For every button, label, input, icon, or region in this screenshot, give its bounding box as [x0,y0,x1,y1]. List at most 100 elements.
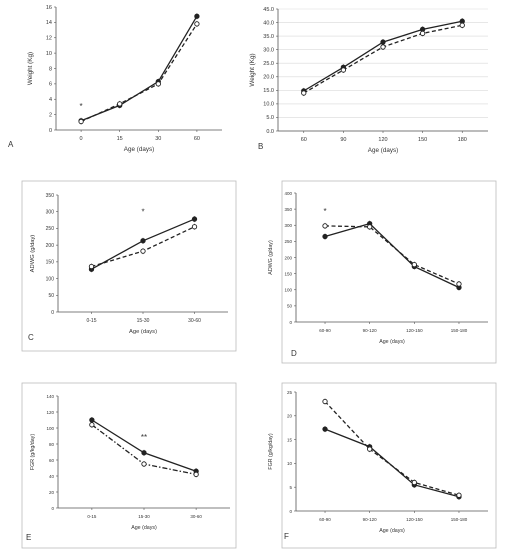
chart-panel-b: 0.0 5.0 10.0 15.0 20.0 25.0 30.0 35.0 40.0 45.0 60… [249,7,488,154]
data-point [155,81,161,87]
y-tick-label: 10 [287,461,293,466]
x-tick-label: 0-15 [86,318,96,324]
x-tick-label: 150-180 [451,328,468,333]
x-axis-label: Age (days) [131,525,157,531]
data-point [456,492,462,498]
data-point [459,22,465,28]
data-point [367,446,373,452]
x-tick-label: 180 [458,137,467,143]
x-tick-label: 120-150 [406,517,423,522]
data-point [194,13,200,19]
y-tick-label: 14 [46,20,52,26]
series-line-2 [303,24,463,94]
data-point [191,224,198,230]
y-tick-label: 150 [284,271,292,276]
data-point [322,223,328,229]
y-tick-label: 60 [49,458,55,463]
y-tick-label: 0 [289,509,292,514]
y-tick-label: 300 [284,223,292,228]
y-tick-label: 300 [46,210,55,216]
chart-panel-d: 0 50 100 150 200 250 300 350 400 60-90 90-120 120-1… [268,180,497,364]
data-point [340,67,347,73]
series-line-2 [325,225,460,285]
series-line-1 [324,222,460,289]
y-tick-label: 50 [287,304,293,309]
panel-frame [281,382,497,549]
y-tick-label: 10.0 [263,102,274,108]
data-point [419,30,426,37]
data-point [194,21,200,27]
x-tick-label: 120-150 [406,328,423,333]
y-tick-label: 40.0 [263,20,274,26]
significance-marker: ** [141,433,147,442]
x-tick-label: 60 [301,137,307,143]
x-tick-label: 90 [340,137,346,143]
y-tick-label: 100 [46,426,54,431]
data-point [140,238,146,244]
panel-letter: A [8,140,14,149]
data-point [411,479,417,486]
y-tick-label: 4 [49,97,52,103]
series-line-1 [303,20,463,92]
data-point [456,281,462,287]
data-point [193,471,199,478]
x-axis-label: Age (days) [379,339,405,345]
significance-marker: * [80,102,83,111]
data-point [322,233,328,240]
y-axis-label: ADWG (g/day) [30,235,36,273]
y-tick-label: 40 [49,474,55,479]
panel-letter: D [291,349,297,358]
chart-panel-c: 0 50 100 150 200 250 300 350 0-15 15-30 30-60 Age (… [21,180,237,352]
x-tick-label: 0 [80,136,83,142]
panel-frame [21,180,237,352]
y-tick-label: 250 [46,226,55,232]
y-tick-label: 35.0 [263,34,274,40]
y-tick-label: 50 [48,293,54,299]
data-point [322,398,328,405]
series-line-1 [80,15,198,122]
data-point [141,461,147,467]
y-tick-label: 350 [46,193,55,199]
y-tick-label: 150 [46,260,55,266]
y-tick-label: 20.0 [263,75,274,81]
data-point [88,263,95,270]
data-point [141,450,147,456]
data-point [191,216,198,222]
y-tick-label: 12 [46,36,52,42]
y-tick-label: 30.0 [263,47,274,53]
series-line-2 [324,401,460,496]
panel-letter: F [284,532,289,541]
y-axis-label: FGR (g/kg/day) [268,433,274,469]
x-tick-label: 15-30 [138,514,150,519]
y-tick-label: 8 [49,66,52,72]
x-tick-label: 60-90 [319,517,331,522]
y-tick-label: 250 [284,239,292,244]
y-axis-label: Weight (Kg) [249,53,256,86]
y-tick-label: 100 [46,276,55,282]
data-point [89,422,95,428]
x-axis-label: Age (days) [368,147,398,154]
y-axis-label: ADWG (g/day) [268,240,274,275]
y-tick-label: 100 [284,288,292,293]
x-tick-label: 30-60 [188,318,201,324]
y-tick-label: 0 [49,128,52,134]
significance-marker: * [141,207,144,216]
y-tick-label: 200 [46,243,55,249]
x-tick-label: 15 [117,136,123,142]
y-tick-label: 140 [46,394,54,399]
chart-panel-a: 0 2 4 6 8 10 12 14 16 0 15 30 60 Age (days) Weight (Kg… [8,5,222,153]
y-tick-label: 15 [287,437,293,442]
y-tick-label: 5.0 [266,115,274,121]
panel-frame [281,180,497,364]
chart-panel-e: 0 20 40 60 80 100 120 140 0-15 15-30 30-60 Age (day… [21,382,237,549]
x-tick-label: 60 [194,136,200,142]
significance-marker: * [323,207,326,216]
y-tick-label: 350 [284,207,292,212]
y-tick-label: 0 [51,310,54,316]
x-tick-label: 90-120 [363,328,378,333]
y-tick-label: 10 [46,51,52,57]
data-point [140,248,146,254]
y-tick-label: 20 [287,414,293,419]
x-tick-label: 90-120 [363,517,378,522]
